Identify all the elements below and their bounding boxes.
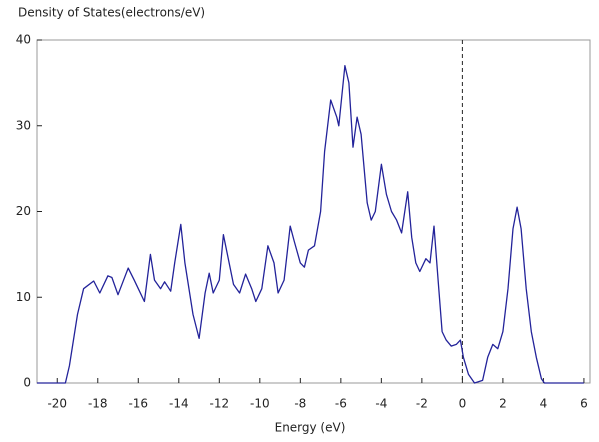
x-tick-label: -18 [88,397,108,411]
y-tick-label: 40 [16,33,31,47]
y-tick-label: 30 [16,118,31,132]
x-tick-label: -8 [294,397,306,411]
x-tick-label: -14 [169,397,189,411]
x-tick-label: 4 [540,397,548,411]
dos-line [37,65,584,384]
plot-frame [36,39,591,384]
x-tick-label: 6 [580,397,588,411]
x-tick-label: -12 [210,397,230,411]
x-tick-label: 2 [499,397,507,411]
x-tick-label: -4 [375,397,387,411]
x-axis-label: Energy (eV) [275,421,346,435]
x-tick-label: -10 [250,397,270,411]
x-tick-label: 0 [459,397,467,411]
y-tick-label: 10 [16,290,31,304]
x-tick-label: -2 [416,397,428,411]
x-tick-label: -6 [335,397,347,411]
y-tick-label: 20 [16,204,31,218]
y-tick-label: 0 [23,376,31,390]
chart-title: Density of States(electrons/eV) [18,6,205,20]
x-tick-label: -20 [47,397,67,411]
x-tick-label: -16 [128,397,148,411]
